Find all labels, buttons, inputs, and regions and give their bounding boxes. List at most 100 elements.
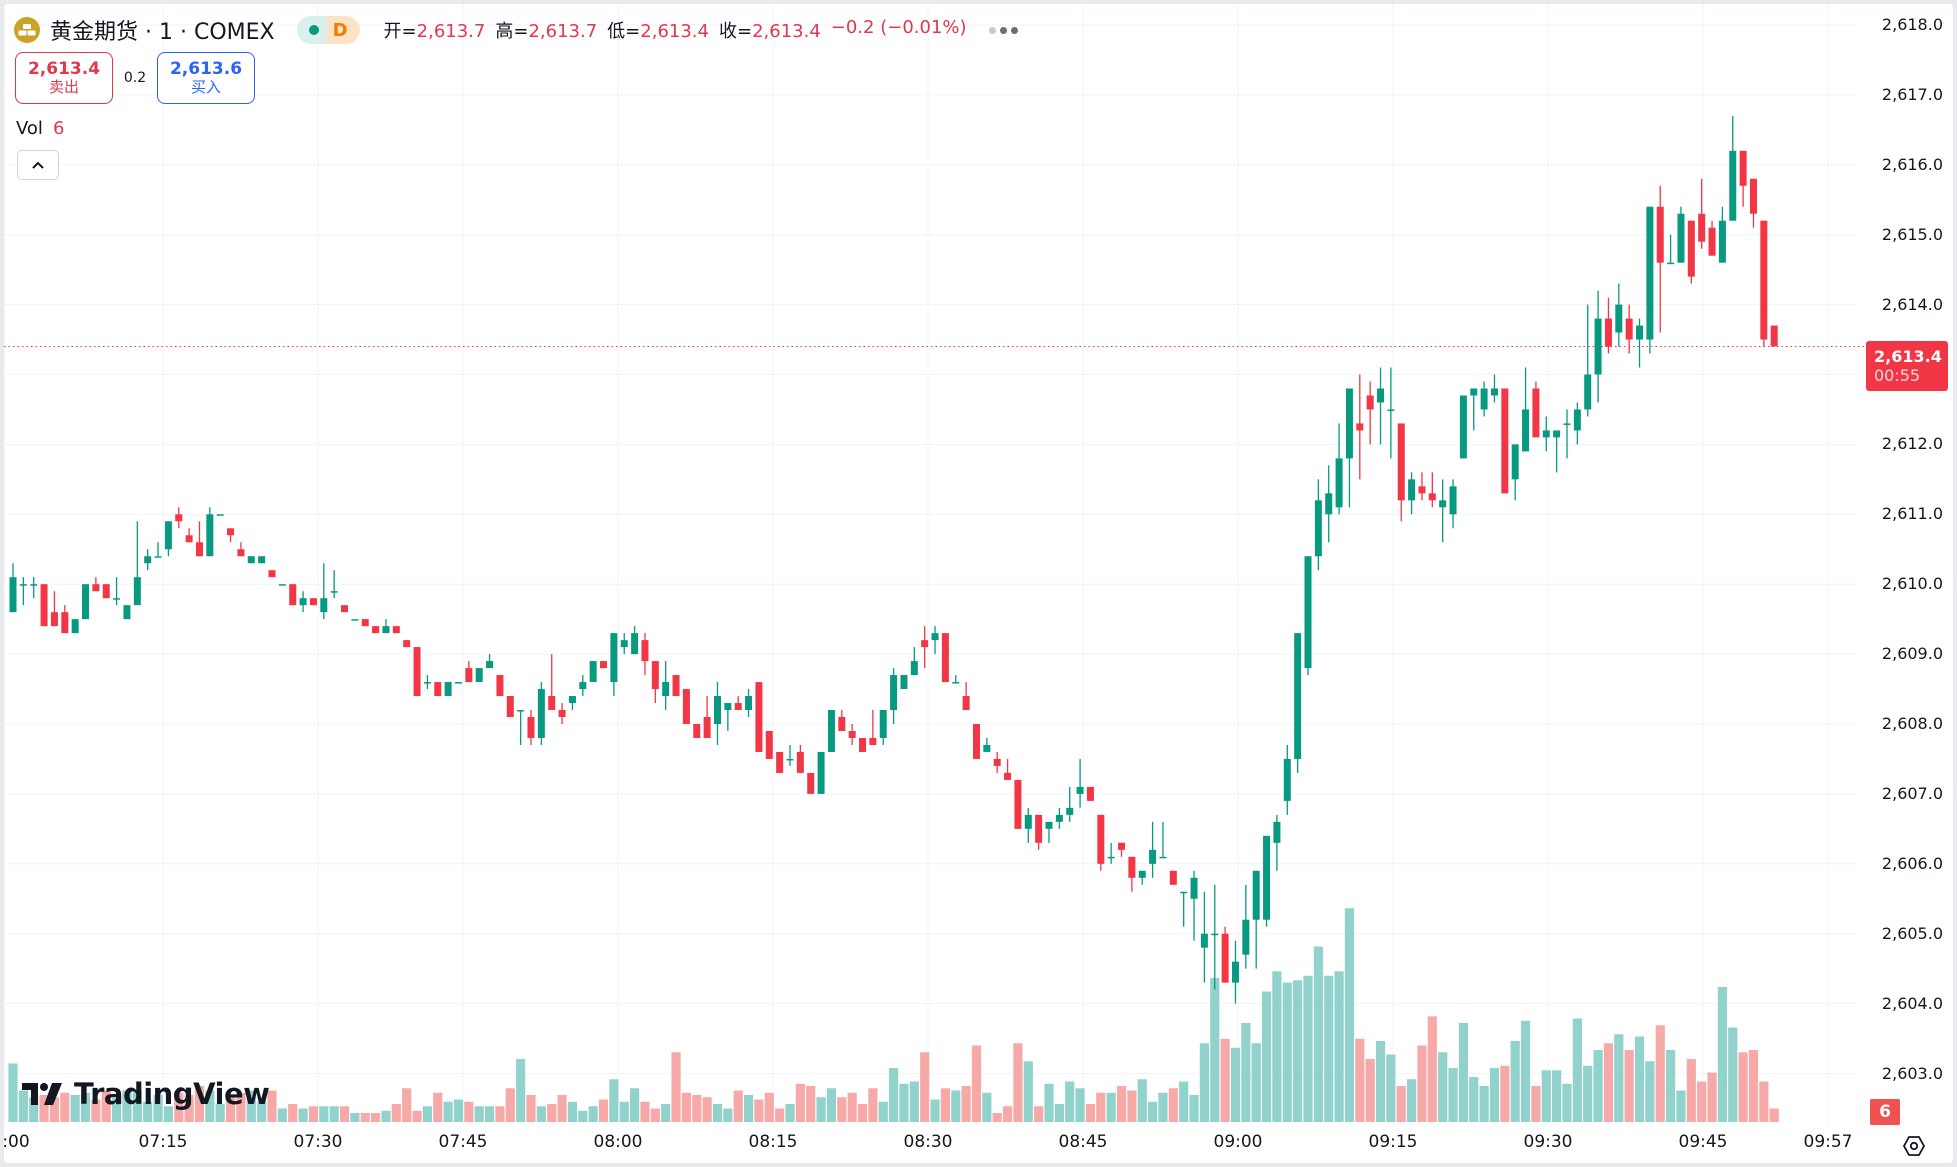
candle[interactable] <box>827 710 835 752</box>
candle[interactable] <box>1573 409 1581 431</box>
sell-button[interactable]: 2,613.4 卖出 <box>15 52 113 104</box>
candle[interactable] <box>1304 556 1312 669</box>
candle[interactable] <box>444 682 452 697</box>
candle[interactable] <box>786 758 794 761</box>
buy-button[interactable]: 2,613.6 买入 <box>157 52 255 104</box>
candle[interactable] <box>1024 814 1032 829</box>
candle[interactable] <box>133 577 141 606</box>
candle[interactable] <box>50 612 58 627</box>
candle[interactable] <box>1097 814 1105 864</box>
candle[interactable] <box>309 598 317 606</box>
candle[interactable] <box>1522 409 1530 452</box>
candle[interactable] <box>1004 772 1012 780</box>
candle[interactable] <box>765 730 773 759</box>
candle[interactable] <box>662 682 670 697</box>
candle[interactable] <box>330 591 338 593</box>
candle[interactable] <box>993 758 1001 766</box>
candle[interactable] <box>1636 325 1644 340</box>
candle[interactable] <box>195 542 203 557</box>
candle[interactable] <box>1459 395 1467 459</box>
candle[interactable] <box>1190 877 1198 899</box>
volume-legend[interactable]: Vol 6 <box>16 118 64 139</box>
candle[interactable] <box>1387 409 1395 411</box>
candle[interactable] <box>465 668 473 683</box>
candle[interactable] <box>216 514 224 516</box>
candle[interactable] <box>113 598 121 600</box>
candle[interactable] <box>517 710 525 712</box>
candle[interactable] <box>1729 150 1737 221</box>
candle[interactable] <box>1667 262 1675 265</box>
candlestick-chart[interactable] <box>4 4 1953 1163</box>
candle[interactable] <box>496 675 504 697</box>
candle[interactable] <box>600 661 608 669</box>
candle[interactable] <box>1718 220 1726 263</box>
candle[interactable] <box>1553 430 1561 438</box>
candle[interactable] <box>568 696 576 704</box>
candle[interactable] <box>102 584 110 599</box>
candle[interactable] <box>1200 933 1208 948</box>
candle[interactable] <box>1408 479 1416 501</box>
candle[interactable] <box>372 626 380 634</box>
candle[interactable] <box>82 584 90 620</box>
candle[interactable] <box>1252 870 1260 920</box>
candle[interactable] <box>1263 835 1271 920</box>
market-status-badge[interactable]: D <box>296 16 360 44</box>
candle[interactable] <box>278 584 286 586</box>
candle[interactable] <box>1604 318 1612 347</box>
candle[interactable] <box>1739 150 1747 186</box>
candle[interactable] <box>289 584 297 606</box>
candle[interactable] <box>320 598 328 613</box>
candle[interactable] <box>1242 919 1250 955</box>
candle[interactable] <box>1118 842 1126 850</box>
candle[interactable] <box>776 751 784 773</box>
candle[interactable] <box>19 584 27 586</box>
candle[interactable] <box>910 661 918 676</box>
candle[interactable] <box>848 730 856 738</box>
candle[interactable] <box>392 626 400 634</box>
candle[interactable] <box>413 647 421 697</box>
candle[interactable] <box>1076 786 1084 794</box>
candle[interactable] <box>1470 388 1478 396</box>
candle[interactable] <box>506 696 514 718</box>
candle[interactable] <box>631 633 639 655</box>
candle[interactable] <box>382 626 390 634</box>
candle[interactable] <box>1646 206 1654 340</box>
candle[interactable] <box>9 577 17 613</box>
candle[interactable] <box>1511 444 1519 480</box>
candle[interactable] <box>1169 870 1177 885</box>
candle[interactable] <box>1345 388 1353 459</box>
candle[interactable] <box>931 633 939 641</box>
candle[interactable] <box>1325 493 1333 515</box>
candle[interactable] <box>713 696 721 724</box>
candle[interactable] <box>745 696 753 711</box>
candle[interactable] <box>869 737 877 745</box>
candle[interactable] <box>1221 933 1229 983</box>
candle[interactable] <box>972 724 980 759</box>
tradingview-logo[interactable]: TradingView <box>22 1077 270 1111</box>
candle[interactable] <box>734 703 742 711</box>
candle[interactable] <box>1615 304 1623 333</box>
candle[interactable] <box>548 696 556 711</box>
candle[interactable] <box>1656 206 1664 263</box>
candle[interactable] <box>1542 430 1550 438</box>
candle[interactable] <box>30 584 38 586</box>
candle[interactable] <box>1439 500 1447 508</box>
candle[interactable] <box>71 619 79 634</box>
candle[interactable] <box>1273 821 1281 843</box>
candle[interactable] <box>1698 213 1706 242</box>
candle[interactable] <box>61 612 69 634</box>
candle[interactable] <box>952 682 960 684</box>
candle[interactable] <box>40 584 48 627</box>
candle[interactable] <box>1418 486 1426 494</box>
candle[interactable] <box>838 717 846 731</box>
candle[interactable] <box>879 710 887 738</box>
candle[interactable] <box>589 661 597 683</box>
candle[interactable] <box>527 717 535 738</box>
candle[interactable] <box>1107 856 1115 859</box>
candle[interactable] <box>1563 423 1571 425</box>
candle[interactable] <box>1760 220 1768 340</box>
candle[interactable] <box>859 737 867 752</box>
candle[interactable] <box>423 682 431 684</box>
candle[interactable] <box>672 675 680 697</box>
candle[interactable] <box>1211 933 1219 936</box>
